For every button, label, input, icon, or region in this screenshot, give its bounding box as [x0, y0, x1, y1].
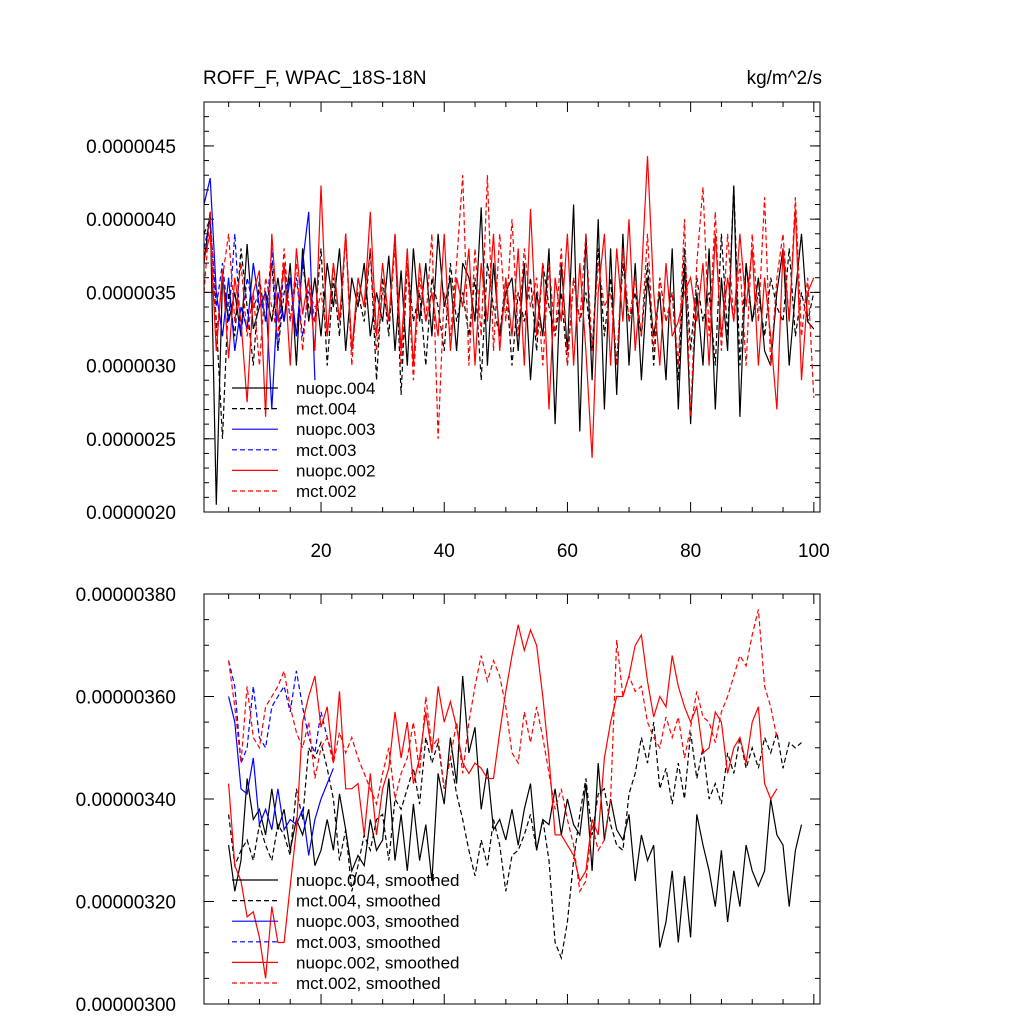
y-tick-label: 0.0000025: [86, 430, 176, 451]
legend-label: nuopc.002: [296, 461, 375, 480]
legend-label: mct.003, smoothed: [296, 933, 441, 952]
legend-label: nuopc.003: [296, 420, 375, 439]
y-tick-label: 0.00000380: [76, 585, 176, 606]
legend-label: mct.004, smoothed: [296, 892, 441, 911]
y-tick-label: 0.0000020: [86, 503, 176, 524]
bottom-axes: 0.00000300 0.00000320 0.00000340 0.00000360…: [76, 585, 820, 1016]
bottom-series-group: [228, 609, 803, 979]
legend-label: nuopc.002, smoothed: [296, 953, 460, 972]
series-lines: [228, 609, 803, 979]
y-tick-label: 0.00000340: [76, 790, 176, 811]
legend-label: nuopc.003, smoothed: [296, 912, 460, 931]
top-plot-frame: [203, 101, 821, 513]
series-line-mct-003: [204, 218, 316, 351]
series-line-nuopc-003-smoothed: [228, 696, 334, 856]
series-line-mct-004-smoothed: [228, 722, 802, 961]
top-axes: 20 40 60 80 100 0.0000020 0.0000025 0.0000030 0.…: [86, 101, 830, 562]
y-tick-label: 0.00000360: [76, 688, 176, 709]
bottom-panel: 0.00000300 0.00000320 0.00000340 0.00000360…: [76, 585, 821, 1016]
top-series-group: [204, 156, 815, 505]
series-lines: [204, 156, 815, 505]
top-panel-units: kg/m^2/s: [747, 68, 822, 89]
series-line-nuopc-003: [204, 177, 316, 410]
y-tick-label: 0.0000045: [86, 137, 176, 158]
series-line-mct-002-smoothed: [228, 609, 778, 894]
series-line-mct-002: [204, 175, 815, 439]
bottom-plot-frame: [203, 593, 821, 1005]
y-tick-label: 0.0000035: [86, 283, 176, 304]
legend-label: mct.002: [296, 482, 356, 501]
legend-label: nuopc.004: [296, 379, 375, 398]
series-line-nuopc-004: [204, 185, 815, 505]
series-line-nuopc-002: [204, 156, 815, 458]
legend-label: mct.003: [296, 441, 356, 460]
y-tick-label: 0.00000320: [76, 893, 176, 914]
legend-label: nuopc.004, smoothed: [296, 871, 460, 890]
legend-label: mct.004: [296, 400, 356, 419]
y-tick-label: 0.00000300: [76, 995, 176, 1016]
top-panel: ROFF_F, WPAC_18S-18N kg/m^2/s 20 40 60 80 10…: [86, 68, 830, 562]
series-line-nuopc-002-smoothed: [228, 624, 778, 979]
x-tick-label: 20: [310, 541, 331, 562]
x-tick-label: 100: [798, 541, 830, 562]
series-line-mct-003-smoothed: [228, 660, 334, 764]
x-tick-label: 60: [557, 541, 578, 562]
series-line-nuopc-004-smoothed: [228, 675, 803, 948]
y-tick-label: 0.0000030: [86, 357, 176, 378]
legend-label: mct.002, smoothed: [296, 974, 441, 993]
top-panel-title: ROFF_F, WPAC_18S-18N: [203, 68, 426, 89]
x-tick-label: 80: [680, 541, 701, 562]
x-tick-label: 40: [434, 541, 455, 562]
y-tick-label: 0.0000040: [86, 210, 176, 231]
